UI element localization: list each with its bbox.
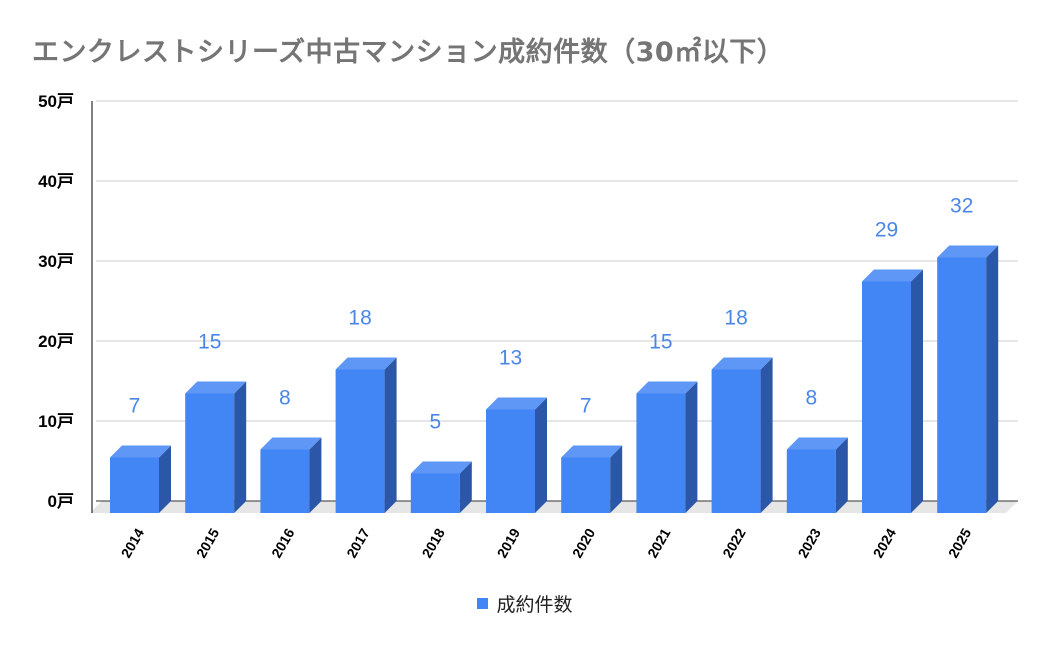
legend-label: 成約件数: [496, 594, 573, 616]
bar-side-2019: [535, 397, 547, 513]
data-label-2017: 18: [348, 307, 371, 330]
y-tick-label-40: 40戸: [38, 172, 74, 191]
bar-front-2017: [335, 369, 385, 513]
bar-2025: [937, 245, 999, 513]
x-tick-label-2022: 2022: [719, 525, 749, 560]
x-tick-label-2023: 2023: [794, 525, 824, 560]
bar-top-2017: [335, 357, 397, 370]
y-axis: 0戸 10戸 20戸 30戸 40戸 50戸: [38, 92, 74, 511]
x-tick-label-2020: 2020: [569, 525, 599, 560]
bars: [110, 245, 999, 513]
y-tick-label-20: 20戸: [38, 332, 74, 351]
data-label-2023: 8: [805, 387, 817, 410]
bar-top-2014: [110, 445, 171, 458]
bar-side-2015: [234, 381, 247, 513]
bar-front-2021: [636, 393, 686, 513]
bar-top-2015: [185, 381, 247, 394]
data-label-2019: 13: [499, 347, 522, 370]
bar-front-2015: [185, 393, 235, 513]
x-tick-label-2017: 2017: [343, 525, 373, 560]
bar-side-2023: [835, 437, 848, 513]
legend-swatch: [477, 598, 489, 609]
bar-side-2020: [610, 445, 623, 513]
data-label-2018: 5: [429, 411, 441, 434]
data-label-2014: 7: [129, 395, 141, 418]
bar-front-2019: [486, 409, 535, 513]
bar-front-2024: [862, 281, 911, 513]
bar-top-2021: [636, 381, 698, 394]
floor-plane: [90, 501, 1018, 513]
bar-side-2024: [911, 269, 923, 513]
bar-side-2018: [459, 461, 472, 513]
y-tick-label-10: 10戸: [38, 412, 74, 431]
data-label-2015: 15: [198, 331, 221, 354]
bar-front-2020: [561, 457, 611, 513]
x-tick-label-2021: 2021: [644, 525, 674, 560]
y-tick-label-0: 0戸: [48, 492, 74, 511]
data-label-2022: 18: [724, 307, 747, 330]
bar-front-2018: [410, 473, 460, 513]
x-axis: 2014 2015 2016 2017 2018 2019 2020 2021 2022 2023…: [118, 525, 975, 560]
data-label-2016: 8: [279, 387, 291, 410]
bar-side-2021: [685, 381, 698, 513]
data-label-2020: 7: [580, 395, 592, 418]
bar-side-2022: [760, 357, 773, 513]
bar-top-2025: [937, 245, 999, 258]
bar-side-2014: [159, 445, 171, 513]
chart-title: エンクレストシリーズ中古マンション成約件数（30㎡以下）: [32, 37, 785, 68]
bar-2021: [636, 381, 698, 513]
data-labels: 7 15 8 18 5 13 7 15 18 8 29 32: [129, 195, 974, 434]
data-label-2024: 29: [875, 219, 898, 242]
bar-side-2017: [384, 357, 397, 513]
x-tick-label-2015: 2015: [193, 525, 223, 560]
bar-2020: [561, 445, 623, 513]
bar-side-2016: [309, 437, 322, 513]
x-tick-label-2014: 2014: [118, 525, 148, 560]
bar-front-2023: [786, 449, 836, 513]
bar-front-2025: [937, 257, 987, 513]
bar-2024: [862, 269, 923, 513]
bar-2015: [185, 381, 247, 513]
x-tick-label-2018: 2018: [418, 525, 448, 560]
y-tick-label-50: 50戸: [38, 92, 74, 111]
bar-2022: [711, 357, 773, 513]
chart-floor: [90, 101, 1018, 513]
bar-front-2016: [260, 449, 310, 513]
bar-top-2023: [786, 437, 848, 450]
data-label-2025: 32: [950, 195, 973, 218]
bar-front-2014: [110, 457, 159, 513]
bar-top-2024: [862, 269, 923, 282]
bar-2014: [110, 445, 171, 513]
x-tick-label-2016: 2016: [268, 525, 298, 560]
bar-2019: [486, 397, 547, 513]
bar-2018: [410, 461, 472, 513]
bar-top-2016: [260, 437, 322, 450]
bar-2023: [786, 437, 848, 513]
bar-top-2019: [486, 397, 547, 410]
x-tick-label-2019: 2019: [494, 525, 524, 560]
bar-side-2025: [986, 245, 999, 513]
x-tick-label-2025: 2025: [945, 525, 975, 560]
bar-2016: [260, 437, 322, 513]
data-label-2021: 15: [649, 331, 672, 354]
bar-top-2022: [711, 357, 773, 370]
bar-2017: [335, 357, 397, 513]
legend: 成約件数: [0, 590, 1050, 617]
bar-front-2022: [711, 369, 761, 513]
bar-top-2018: [410, 461, 472, 474]
x-tick-label-2024: 2024: [870, 525, 900, 560]
y-tick-label-30: 30戸: [38, 252, 74, 271]
bar-top-2020: [561, 445, 623, 458]
